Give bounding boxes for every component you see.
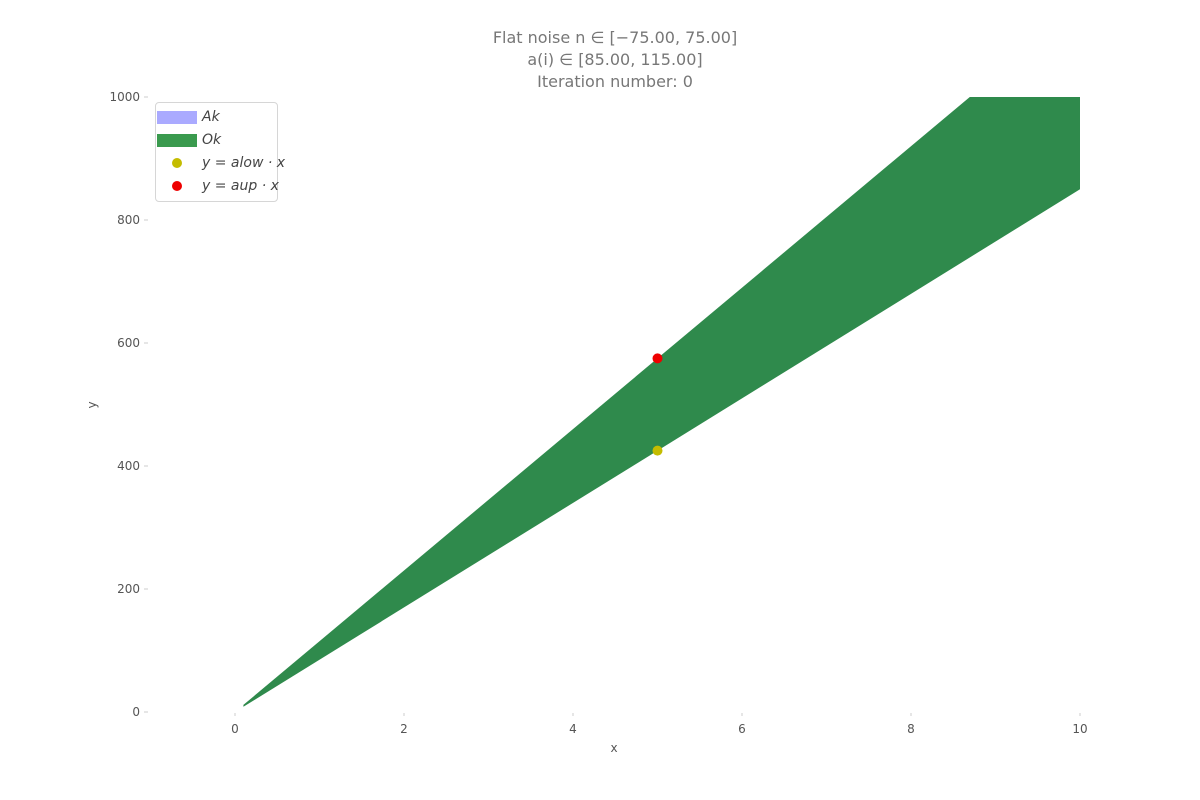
ok-region-area [243,97,1080,707]
ok-region-layer [243,97,1080,707]
legend-label-aup: y = aup · x [202,178,279,194]
x-tick-label: 0 [231,722,239,736]
x-tick-label: 4 [569,722,577,736]
legend-item-alow: y = alow · x [156,153,285,173]
y-tick-label: 1000 [109,90,140,104]
legend-item-ok: Ok [156,130,277,150]
chart-title-line-3: Iteration number: 0 [537,72,693,91]
y-tick-label: 400 [117,459,140,473]
legend-item-ak: Ak [156,107,277,127]
y-axis-label: y [85,401,99,408]
y-tick-label: 0 [132,705,140,719]
chart-title-line-2: a(i) ∈ [85.00, 115.00] [527,50,703,69]
points-layer [652,353,663,456]
legend-label-ok: Ok [202,132,222,148]
legend-swatch-ok [157,134,197,147]
y-tick-label: 200 [117,582,140,596]
legend-marker-aup [172,181,182,191]
y-tick-label: 600 [117,336,140,350]
y-axis-ticks: 0 200 400 600 800 1000 [109,90,148,719]
legend-label-ak: Ak [202,109,220,125]
y-tick-label: 800 [117,213,140,227]
legend-marker-alow [172,158,182,168]
legend-label-alow: y = alow · x [202,155,286,171]
data-point-alow [652,445,663,456]
data-point-aup [652,353,663,364]
legend-item-aup: y = aup · x [156,176,279,196]
x-tick-label: 8 [907,722,915,736]
x-tick-label: 10 [1072,722,1087,736]
chart-title-line-1: Flat noise n ∈ [−75.00, 75.00] [492,28,738,47]
legend: Ak Ok y = alow · x y = aup · x [155,102,285,202]
x-tick-label: 2 [400,722,408,736]
x-axis-label: x [610,741,617,755]
x-tick-label: 6 [738,722,746,736]
legend-swatch-ak [157,111,197,124]
x-axis-ticks: 0 2 4 6 8 10 [231,713,1088,736]
